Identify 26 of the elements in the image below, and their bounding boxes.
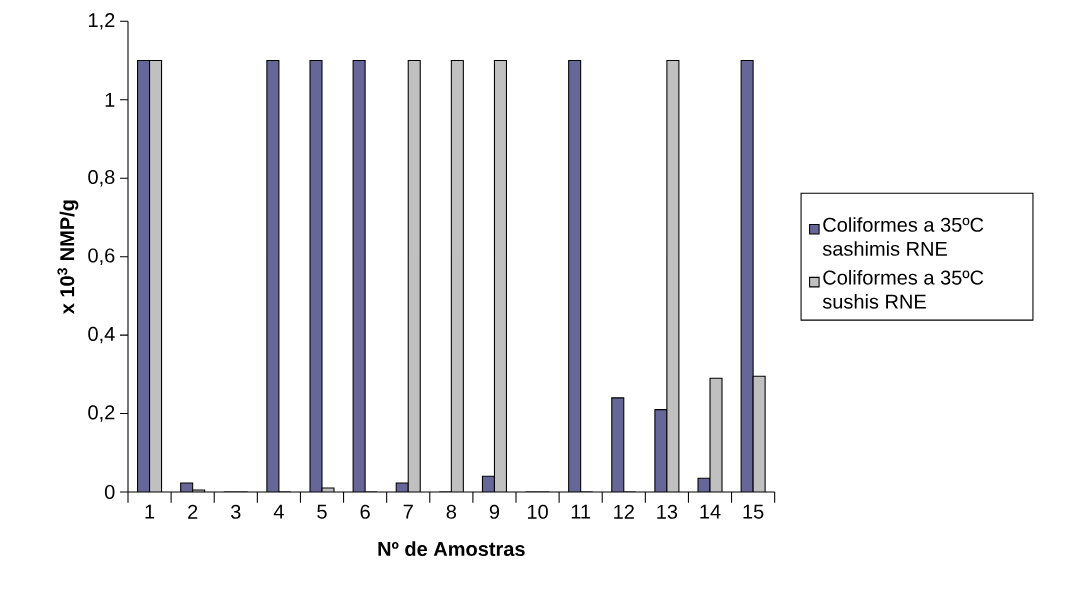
x-tick-label: 1 [145,504,155,519]
legend-label: Coliformes a 35ºC sushis RNE [822,270,984,309]
x-tick-label: 6 [360,504,370,519]
y-tick-label: 0,8 [88,169,115,187]
x-tick-label: 5 [317,504,327,519]
legend-label: Coliformes a 35ºC sashimis RNE [822,217,984,256]
y-tick-label: 0,6 [88,248,115,265]
x-tick-label: 7 [403,504,413,519]
y-tick-label: 1 [105,92,115,107]
x-tick-label: 14 [700,504,721,519]
x-tick-label: 4 [273,504,284,519]
y-tick-label: 0 [104,484,115,500]
y-tick-label: 0,2 [88,405,115,422]
x-tick-label: 2 [188,504,198,519]
x-tick-label: 8 [446,504,457,519]
x-tick-label: 13 [657,504,678,519]
x-tick-label: 10 [527,504,548,519]
y-tick-label: 1,2 [89,13,115,30]
x-tick-label: 11 [571,504,591,519]
x-tick-label: 3 [230,504,241,519]
y-tick-label: 0,4 [88,326,115,344]
x-tick-label: 9 [489,504,500,519]
x-tick-label: 12 [614,504,634,519]
x-tick-label: 15 [743,504,764,519]
x-axis-title: Nº de Amostras [378,541,525,557]
y-axis-title: x 10$^{3}$ NMP/g [57,200,79,315]
